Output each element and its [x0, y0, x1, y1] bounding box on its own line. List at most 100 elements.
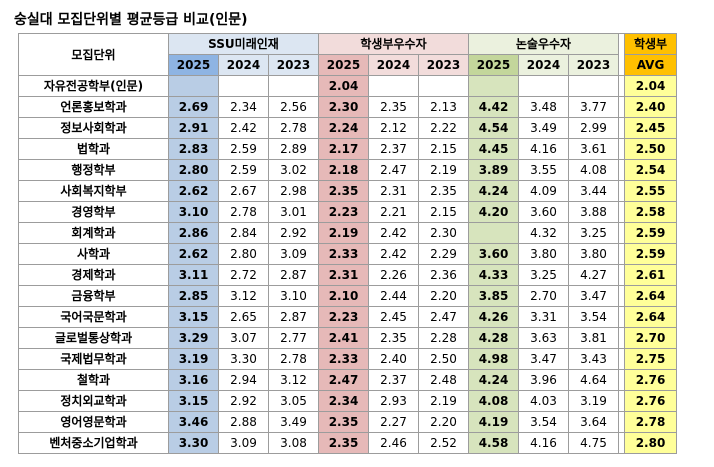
student-2024-cell: 2.31 — [368, 180, 419, 202]
ssu-2024-cell: 2.88 — [218, 411, 269, 433]
essay-2024-cell: 3.96 — [518, 369, 569, 391]
header-avg-line1: 학생부 — [624, 33, 677, 55]
ssu-2023-cell: 3.10 — [268, 285, 319, 307]
essay-2023-cell: 3.54 — [568, 306, 619, 328]
ssu-2023-cell — [268, 75, 319, 97]
header-ssu-year: 2024 — [218, 54, 269, 76]
table-row: 영어영문학과 3.46 2.88 3.49 2.35 2.27 2.20 4.19 3.54 3.… — [18, 411, 677, 433]
student-2025-cell: 2.33 — [318, 243, 369, 265]
header-ssu-group: SSU미래인재 — [168, 33, 319, 55]
student-2023-cell: 2.47 — [418, 306, 469, 328]
dept-name-cell: 국제법무학과 — [18, 348, 169, 370]
table-row: 벤처중소기업학과 3.30 3.09 3.08 2.35 2.46 2.52 4.58 4.16… — [18, 432, 677, 454]
essay-2025-cell — [468, 75, 519, 97]
ssu-2024-cell: 3.09 — [218, 432, 269, 454]
ssu-2025-cell: 3.15 — [168, 306, 219, 328]
student-2025-cell: 2.35 — [318, 411, 369, 433]
essay-2024-cell: 3.60 — [518, 201, 569, 223]
header-row-groups: 모집단위 SSU미래인재 학생부우수자 논술우수자 학생부 — [18, 33, 677, 76]
ssu-2023-cell: 3.12 — [268, 369, 319, 391]
student-2025-cell: 2.23 — [318, 201, 369, 223]
student-2025-cell: 2.33 — [318, 348, 369, 370]
essay-2023-cell: 3.64 — [568, 411, 619, 433]
dept-name-cell: 정치외교학과 — [18, 390, 169, 412]
ssu-2025-cell: 3.11 — [168, 264, 219, 286]
ssu-2025-cell: 2.69 — [168, 96, 219, 118]
essay-2025-cell: 4.20 — [468, 201, 519, 223]
table-row: 글로벌통상학과 3.29 3.07 2.77 2.41 2.35 2.28 4.28 3.63 3… — [18, 327, 677, 349]
student-2023-cell: 2.15 — [418, 201, 469, 223]
student-2024-cell: 2.45 — [368, 306, 419, 328]
essay-2023-cell: 4.27 — [568, 264, 619, 286]
ssu-2023-cell: 2.78 — [268, 117, 319, 139]
student-2024-cell: 2.37 — [368, 369, 419, 391]
avg-cell: 2.50 — [624, 138, 677, 160]
dept-name-cell: 국어국문학과 — [18, 306, 169, 328]
ssu-2025-cell: 3.10 — [168, 201, 219, 223]
header-dept: 모집단위 — [18, 33, 169, 76]
ssu-2024-cell: 2.94 — [218, 369, 269, 391]
table-row: 법학과 2.83 2.59 2.89 2.17 2.37 2.15 4.45 4.16 3.61 2… — [18, 138, 677, 160]
student-2024-cell: 2.47 — [368, 159, 419, 181]
essay-2023-cell: 4.64 — [568, 369, 619, 391]
student-2024-cell: 2.21 — [368, 201, 419, 223]
ssu-2023-cell: 3.49 — [268, 411, 319, 433]
ssu-2023-cell: 3.02 — [268, 159, 319, 181]
student-2025-cell: 2.41 — [318, 327, 369, 349]
ssu-2023-cell: 2.92 — [268, 222, 319, 244]
avg-cell: 2.76 — [624, 390, 677, 412]
dept-name-cell: 글로벌통상학과 — [18, 327, 169, 349]
header-student-group: 학생부우수자 — [318, 33, 469, 55]
essay-2023-cell: 3.81 — [568, 327, 619, 349]
essay-2024-cell — [518, 75, 569, 97]
student-2025-cell: 2.23 — [318, 306, 369, 328]
ssu-2025-cell: 3.46 — [168, 411, 219, 433]
essay-2024-cell: 3.54 — [518, 411, 569, 433]
ssu-2024-cell: 2.65 — [218, 306, 269, 328]
ssu-2023-cell: 3.01 — [268, 201, 319, 223]
ssu-2024-cell: 2.42 — [218, 117, 269, 139]
ssu-2023-cell: 2.78 — [268, 348, 319, 370]
essay-2024-cell: 4.09 — [518, 180, 569, 202]
essay-2025-cell: 4.54 — [468, 117, 519, 139]
essay-2023-cell: 3.77 — [568, 96, 619, 118]
essay-2024-cell: 3.48 — [518, 96, 569, 118]
student-2023-cell — [418, 75, 469, 97]
table-row: 자유전공학부(인문) 2.04 2.04 — [18, 75, 677, 97]
avg-cell: 2.64 — [624, 285, 677, 307]
avg-cell: 2.80 — [624, 432, 677, 454]
ssu-2025-cell: 2.91 — [168, 117, 219, 139]
essay-2023-cell: 4.08 — [568, 159, 619, 181]
ssu-2024-cell: 3.30 — [218, 348, 269, 370]
student-2024-cell: 2.37 — [368, 138, 419, 160]
avg-cell: 2.61 — [624, 264, 677, 286]
avg-cell: 2.04 — [624, 75, 677, 97]
student-2023-cell: 2.22 — [418, 117, 469, 139]
dept-name-cell: 경제학과 — [18, 264, 169, 286]
essay-2025-cell: 4.58 — [468, 432, 519, 454]
ssu-2024-cell: 2.59 — [218, 159, 269, 181]
avg-cell: 2.64 — [624, 306, 677, 328]
dept-name-cell: 언론홍보학과 — [18, 96, 169, 118]
avg-cell: 2.55 — [624, 180, 677, 202]
student-2023-cell: 2.20 — [418, 411, 469, 433]
essay-2025-cell: 3.85 — [468, 285, 519, 307]
student-2025-cell: 2.31 — [318, 264, 369, 286]
avg-cell: 2.75 — [624, 348, 677, 370]
ssu-2024-cell: 3.07 — [218, 327, 269, 349]
ssu-2023-cell: 3.09 — [268, 243, 319, 265]
ssu-2025-cell: 2.86 — [168, 222, 219, 244]
avg-cell: 2.78 — [624, 411, 677, 433]
dept-name-cell: 철학과 — [18, 369, 169, 391]
ssu-2024-cell: 2.72 — [218, 264, 269, 286]
student-2025-cell: 2.17 — [318, 138, 369, 160]
student-2023-cell: 2.19 — [418, 390, 469, 412]
dept-name-cell: 벤처중소기업학과 — [18, 432, 169, 454]
student-2023-cell: 2.30 — [418, 222, 469, 244]
student-2024-cell: 2.42 — [368, 243, 419, 265]
student-2024-cell: 2.46 — [368, 432, 419, 454]
essay-2025-cell: 4.28 — [468, 327, 519, 349]
table-row: 행정학부 2.80 2.59 3.02 2.18 2.47 2.19 3.89 3.55 4.08… — [18, 159, 677, 181]
header-essay-year: 2023 — [568, 54, 619, 76]
essay-2025-cell: 4.45 — [468, 138, 519, 160]
